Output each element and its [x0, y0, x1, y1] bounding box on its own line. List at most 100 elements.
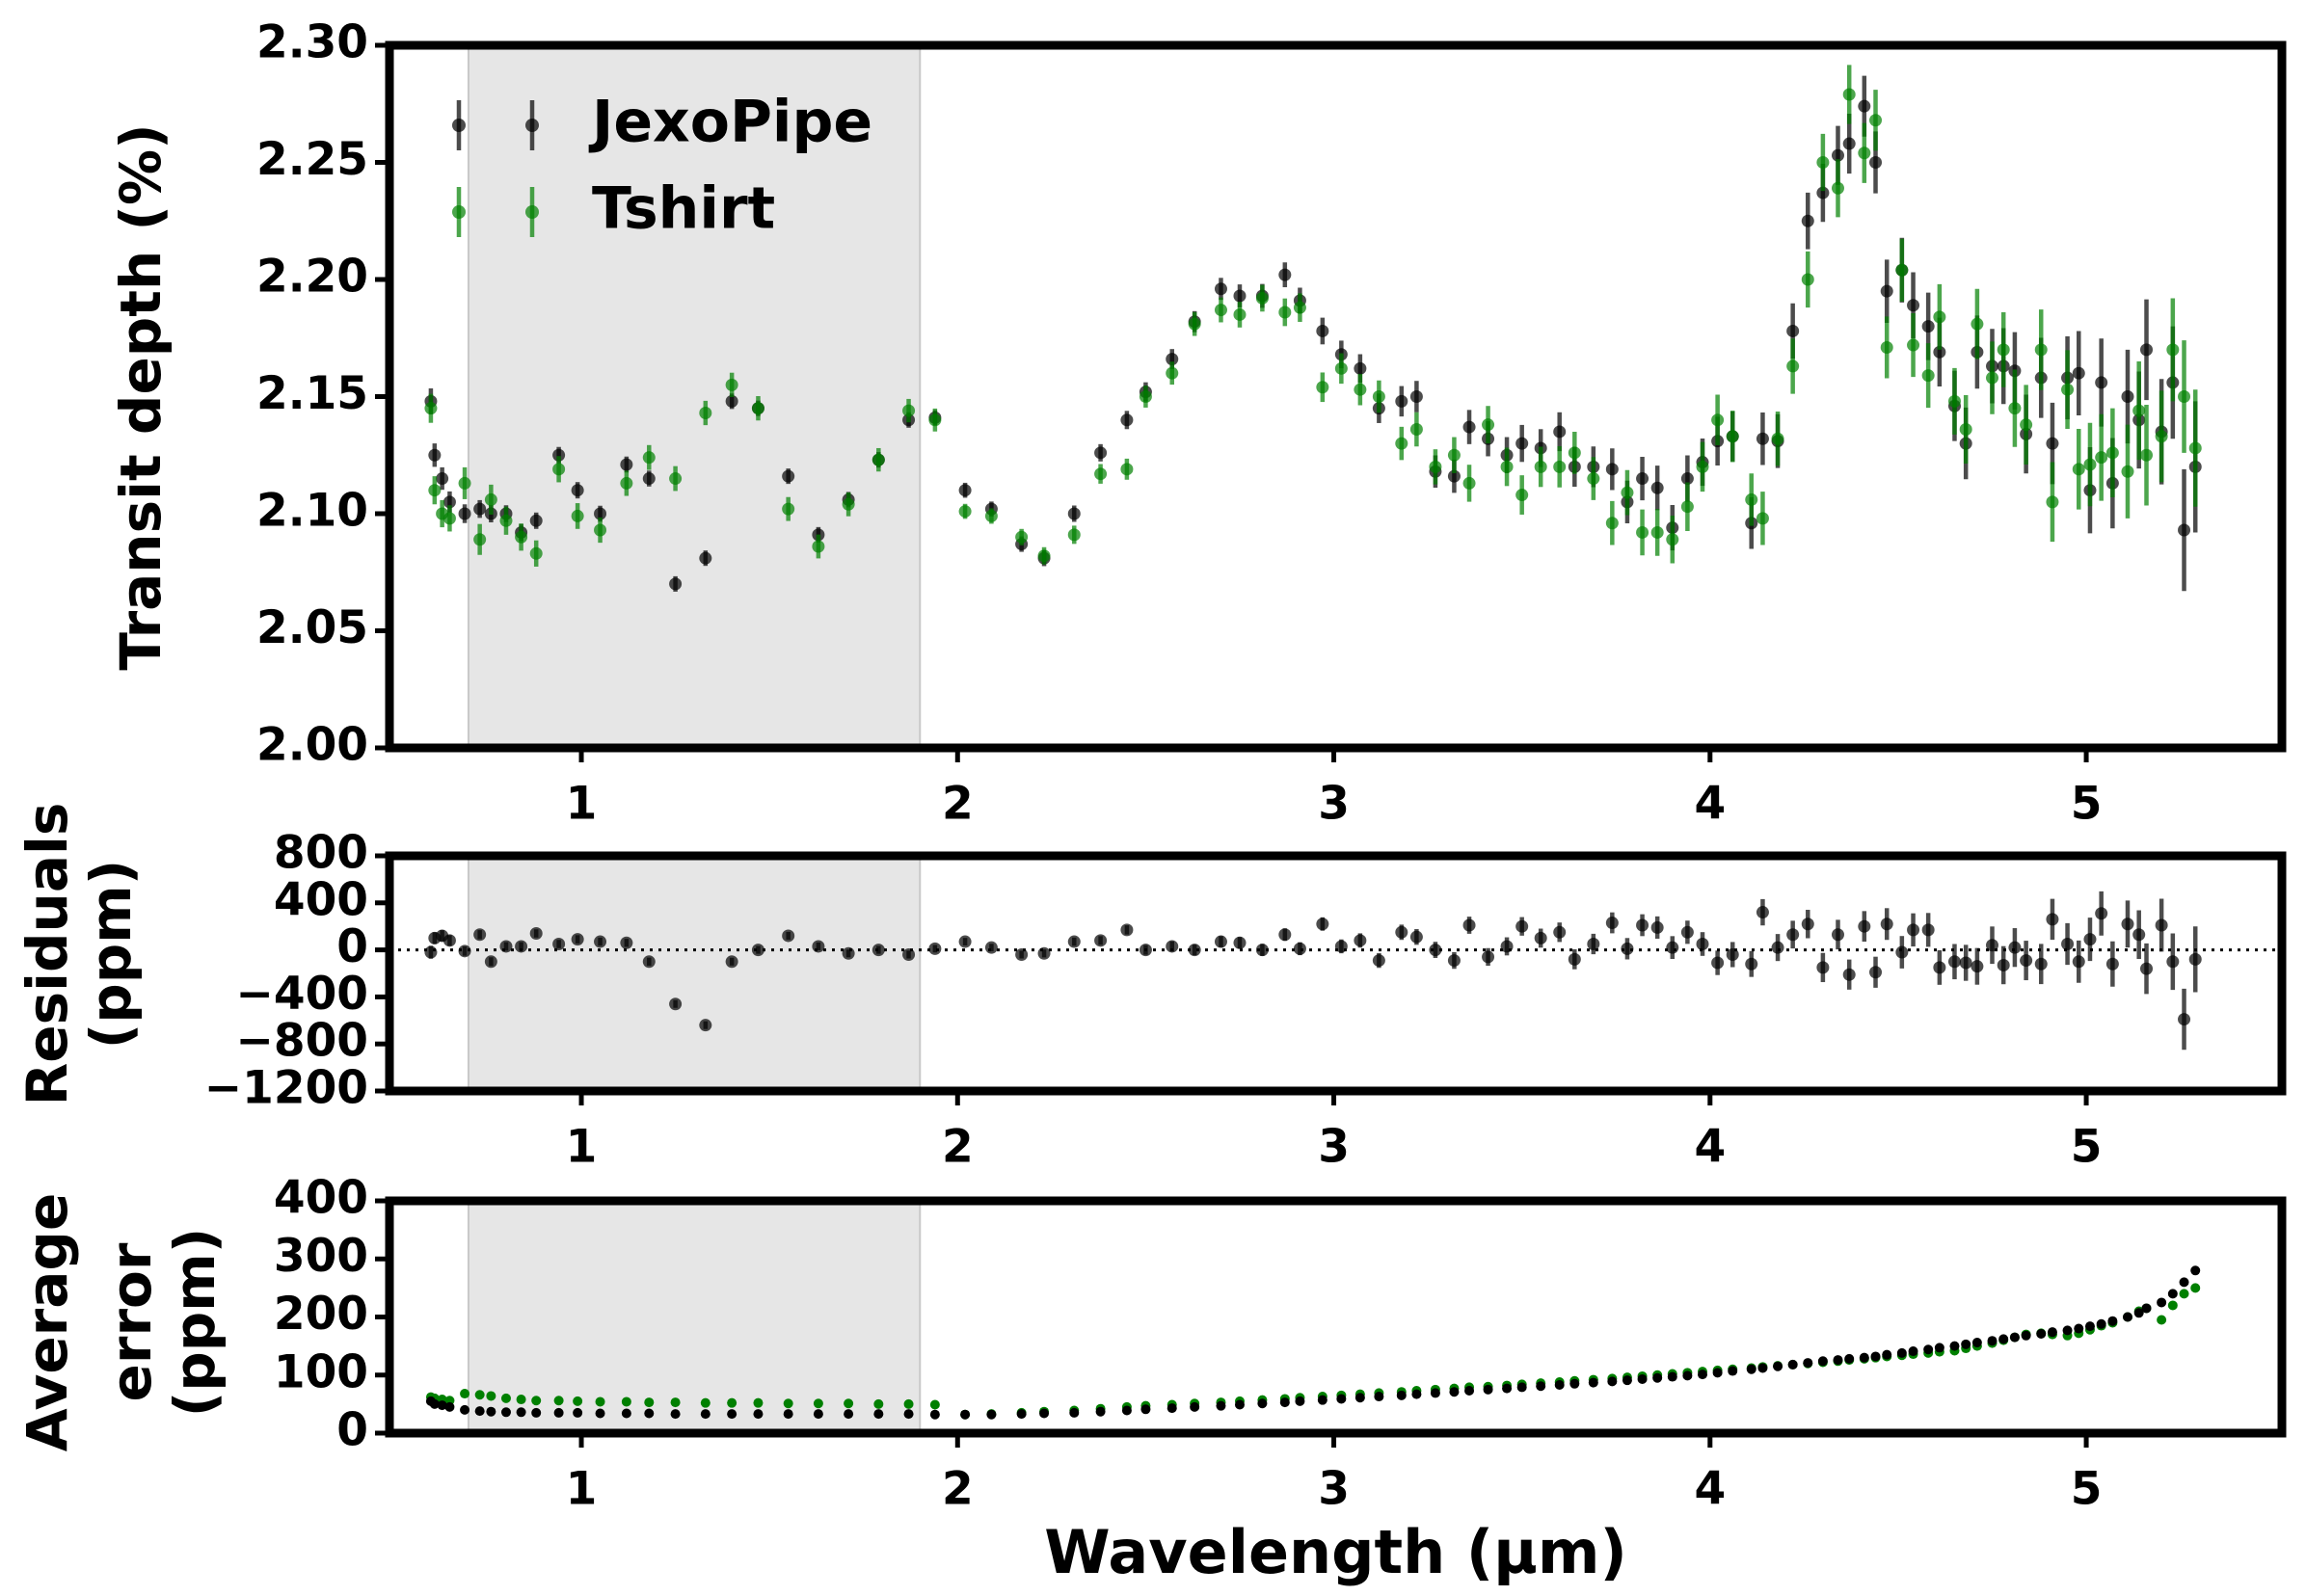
data-point: [753, 1409, 764, 1420]
data-point: [842, 946, 855, 960]
data-point: [984, 941, 998, 954]
y-axis-label: Average: [14, 1193, 80, 1452]
data-point: [1255, 944, 1269, 957]
data-point: [1482, 950, 1495, 964]
data-point: [1816, 156, 1830, 169]
data-point: [1095, 1406, 1106, 1417]
data-point: [1636, 525, 1649, 539]
data-point: [1462, 476, 1476, 490]
data-point: [2179, 1289, 2189, 1299]
data-point: [1255, 291, 1269, 305]
y-tick-label: 2.15: [256, 367, 368, 420]
data-point: [529, 514, 543, 527]
data-point: [1278, 928, 1292, 942]
x-tick-label: 3: [1318, 778, 1350, 831]
data-point: [486, 1391, 496, 1401]
data-point: [1997, 343, 2010, 357]
data-point: [1447, 448, 1461, 462]
data-point: [1680, 472, 1694, 486]
data-point: [428, 448, 442, 462]
data-point: [1636, 472, 1649, 486]
data-point: [2140, 962, 2154, 975]
data-point: [2083, 458, 2097, 471]
data-point: [1637, 1373, 1648, 1384]
data-point: [2133, 1308, 2144, 1318]
data-point: [1534, 460, 1547, 473]
data-point: [2141, 1303, 2152, 1314]
data-point: [871, 453, 885, 466]
data-point: [1711, 413, 1725, 427]
data-point: [553, 1407, 564, 1418]
data-point: [1786, 324, 1800, 337]
data-point: [1605, 917, 1619, 930]
data-point: [2021, 1330, 2031, 1341]
data-point: [753, 1397, 764, 1408]
x-tick-label: 4: [1694, 1121, 1726, 1174]
data-point: [473, 928, 487, 942]
data-point: [699, 407, 712, 420]
data-point: [2178, 523, 2191, 537]
data-point: [986, 1409, 997, 1420]
data-point: [620, 476, 633, 490]
data-point: [1605, 517, 1619, 530]
data-point: [1214, 935, 1227, 948]
data-point: [1921, 320, 1935, 333]
data-point: [1293, 942, 1306, 955]
data-point: [1536, 1381, 1546, 1392]
data-point: [751, 402, 764, 415]
data-point: [552, 463, 566, 476]
data-point: [620, 458, 633, 471]
data-point: [1605, 463, 1619, 476]
data-point: [1971, 960, 1984, 973]
data-point: [529, 546, 543, 560]
data-point: [1317, 1395, 1327, 1405]
data-point: [573, 1396, 583, 1406]
data-point: [1998, 1334, 2009, 1344]
data-point: [1015, 947, 1029, 961]
data-point: [1842, 137, 1856, 150]
data-point: [727, 1409, 737, 1420]
data-point: [960, 1409, 971, 1420]
data-point: [1959, 423, 1972, 437]
data-point: [1120, 923, 1134, 937]
data-point: [1771, 432, 1784, 445]
data-point: [669, 998, 683, 1011]
data-point: [700, 1409, 711, 1420]
legend-label: JexoPipe: [588, 89, 872, 156]
y-axis-label: Transit depth (%): [108, 123, 174, 670]
data-point: [1166, 1403, 1177, 1414]
data-point: [2034, 343, 2048, 357]
data-point: [1411, 1389, 1422, 1399]
data-point: [571, 509, 584, 522]
data-point: [2095, 376, 2108, 389]
data-point: [2008, 402, 2022, 415]
data-point: [424, 945, 438, 959]
y-axis-label: error: [98, 1242, 164, 1401]
data-point: [516, 1395, 526, 1405]
data-point: [531, 1396, 542, 1406]
data-point: [2096, 1318, 2106, 1329]
data-point: [595, 1408, 605, 1419]
data-point: [2157, 1315, 2167, 1325]
data-point: [1554, 1379, 1565, 1390]
data-point: [1534, 931, 1547, 944]
data-point: [1933, 345, 1946, 359]
plot-frame: [385, 40, 2287, 753]
data-point: [871, 944, 885, 957]
data-point: [1293, 301, 1306, 314]
data-point: [1553, 460, 1567, 473]
data-point: [1801, 273, 1814, 286]
data-point: [2072, 366, 2085, 380]
data-point: [1817, 1356, 1828, 1367]
data-point: [1858, 99, 1871, 113]
data-point: [1803, 1358, 1813, 1369]
data-point: [595, 1396, 605, 1407]
data-point: [903, 1409, 914, 1420]
data-point: [620, 936, 633, 949]
data-point: [1190, 1401, 1200, 1412]
data-point: [1233, 936, 1247, 949]
data-point: [486, 1406, 496, 1417]
data-point: [1711, 956, 1725, 970]
